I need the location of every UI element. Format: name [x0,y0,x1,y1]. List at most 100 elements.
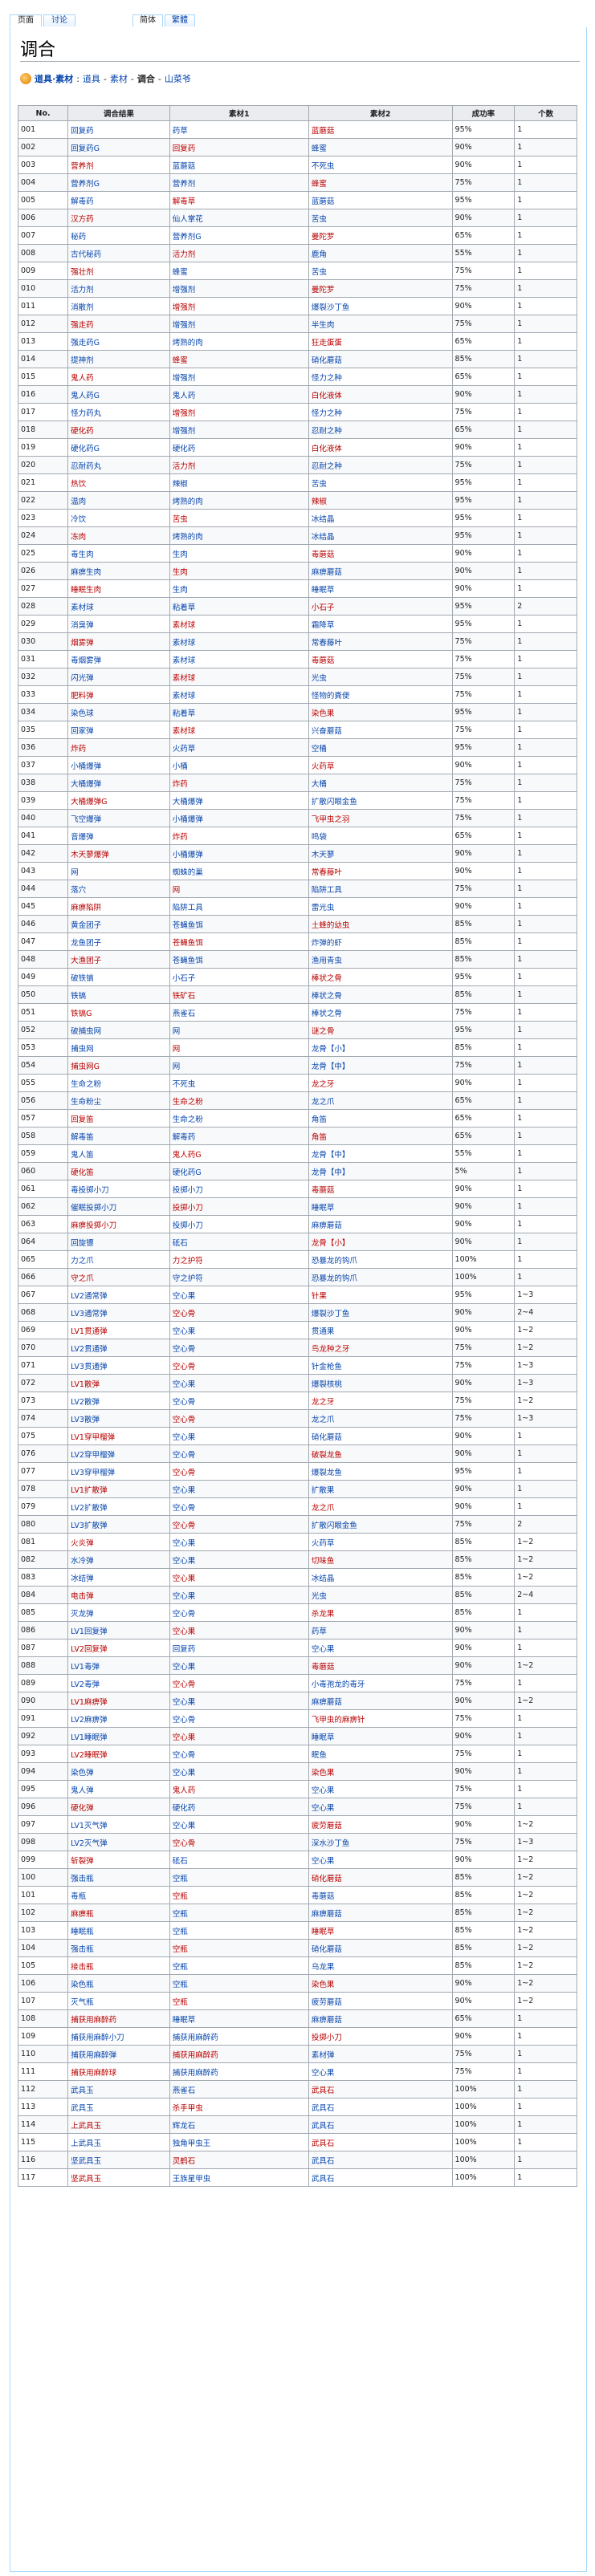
result-link[interactable]: LV2贯通弹 [67,1339,170,1357]
tab-traditional[interactable]: 繁體 [165,14,195,26]
result-link[interactable]: 肥料弹 [67,685,170,704]
result-link[interactable]: 强击瓶 [67,1868,170,1887]
result-link[interactable]: LV1回复弹 [67,1621,170,1639]
material2-link[interactable]: 空心果 [308,1851,453,1869]
material2-link[interactable]: 土蜂的幼虫 [308,915,453,933]
result-link[interactable]: LV2灭气弹 [67,1833,170,1851]
material2-link[interactable]: 针金枪鱼 [308,1356,453,1375]
material1-link[interactable]: 仙人掌花 [169,209,309,227]
material2-link[interactable]: 武具石 [308,2151,453,2169]
material2-link[interactable]: 龙骨【中】 [308,1056,453,1075]
material1-link[interactable]: 回复药 [169,138,309,156]
result-link[interactable]: 催眠投掷小刀 [67,1197,170,1216]
material2-link[interactable]: 疲劳蘑菇 [308,1992,453,2010]
material2-link[interactable]: 蜂蜜 [308,138,453,156]
result-link[interactable]: 麻痹陷阱 [67,897,170,916]
material1-link[interactable]: 砥石 [169,1233,309,1251]
material2-link[interactable]: 半生肉 [308,315,453,333]
result-link[interactable]: LV2穿甲榴弹 [67,1444,170,1463]
result-link[interactable]: 染色弹 [67,1762,170,1781]
material2-link[interactable]: 光虫 [308,668,453,686]
material1-link[interactable]: 力之护符 [169,1250,309,1269]
result-link[interactable]: 鬼人弹 [67,1780,170,1798]
result-link[interactable]: 捕获用麻醉球 [67,2062,170,2081]
material1-link[interactable]: 小桶爆弹 [169,809,309,827]
material2-link[interactable]: 兴奋蘑菇 [308,721,453,739]
material1-link[interactable]: 铁矿石 [169,985,309,1004]
result-link[interactable]: 热饮 [67,473,170,492]
result-link[interactable]: LV3通常弹 [67,1303,170,1322]
material1-link[interactable]: 陷阱工具 [169,897,309,916]
material2-link[interactable]: 硝化蘑菇 [308,1939,453,1957]
material1-link[interactable]: 空心骨 [169,1356,309,1375]
result-link[interactable]: 硬化药G [67,438,170,457]
material1-link[interactable]: 营养剂 [169,173,309,192]
result-link[interactable]: 力之爪 [67,1250,170,1269]
material1-link[interactable]: 空心果 [169,1621,309,1639]
tab-talk[interactable]: 讨论 [43,14,75,26]
result-link[interactable]: 鬼人药 [67,368,170,386]
material1-link[interactable]: 烤熟的肉 [169,332,309,351]
result-link[interactable]: 上武具玉 [67,2115,170,2134]
material1-link[interactable]: 空心果 [169,1762,309,1781]
material2-link[interactable]: 龙骨【小】 [308,1233,453,1251]
material1-link[interactable]: 活力剂 [169,456,309,474]
material2-link[interactable]: 鹿角 [308,244,453,262]
material1-link[interactable]: 空心骨 [169,1603,309,1622]
result-link[interactable]: 接击瓶 [67,1956,170,1975]
material1-link[interactable]: 粘着草 [169,597,309,616]
result-link[interactable]: 营养剂G [67,173,170,192]
material2-link[interactable]: 素材弹 [308,2045,453,2063]
material2-link[interactable]: 大桶 [308,774,453,792]
result-link[interactable]: LV2回复弹 [67,1639,170,1657]
material1-link[interactable]: 蓝蘑菇 [169,156,309,174]
material1-link[interactable]: 空心果 [169,1586,309,1604]
material2-link[interactable]: 睡眠草 [308,1727,453,1745]
material2-link[interactable]: 恐暴龙的钩爪 [308,1268,453,1286]
result-link[interactable]: 黄金团子 [67,915,170,933]
material2-link[interactable]: 麻痹蘑菇 [308,1692,453,1710]
result-link[interactable]: LV3扩散弹 [67,1515,170,1534]
result-link[interactable]: LV2通常弹 [67,1286,170,1304]
material1-link[interactable]: 解毒药 [169,1127,309,1145]
material1-link[interactable]: 网 [169,880,309,898]
material1-link[interactable]: 燕雀石 [169,1003,309,1022]
material1-link[interactable]: 回复药 [169,1639,309,1657]
material2-link[interactable]: 曼陀罗 [308,226,453,245]
result-link[interactable]: 消臭弹 [67,615,170,633]
result-link[interactable]: 捕获用麻醉弹 [67,2045,170,2063]
result-link[interactable]: 水冷弹 [67,1550,170,1569]
material1-link[interactable]: 药草 [169,120,309,139]
material1-link[interactable]: 素材球 [169,721,309,739]
result-link[interactable]: 坚武具玉 [67,2168,170,2187]
result-link[interactable]: 强走药G [67,332,170,351]
material2-link[interactable]: 龙之爪 [308,1497,453,1516]
result-link[interactable]: 回旋镖 [67,1233,170,1251]
result-link[interactable]: LV2散弹 [67,1392,170,1410]
result-link[interactable]: 斩裂弹 [67,1851,170,1869]
material1-link[interactable]: 空心果 [169,1550,309,1569]
material1-link[interactable]: 空心果 [169,1727,309,1745]
material2-link[interactable]: 恐暴龙的钩爪 [308,1250,453,1269]
material1-link[interactable]: 空心果 [169,1374,309,1392]
material2-link[interactable]: 棒状之骨 [308,968,453,986]
result-link[interactable]: 冷饮 [67,509,170,527]
material1-link[interactable]: 小石子 [169,968,309,986]
material2-link[interactable]: 眠鱼 [308,1745,453,1763]
material2-link[interactable]: 不死虫 [308,156,453,174]
result-link[interactable]: 灭龙弹 [67,1603,170,1622]
breadcrumb-link-materials[interactable]: 素材 [109,74,128,84]
material1-link[interactable]: 素材球 [169,668,309,686]
result-link[interactable]: 染色球 [67,703,170,721]
result-link[interactable]: 温肉 [67,491,170,510]
material2-link[interactable]: 麻痹蘑菇 [308,1215,453,1233]
material2-link[interactable]: 渔用青虫 [308,950,453,969]
result-link[interactable]: 强壮剂 [67,262,170,280]
material2-link[interactable]: 角笛 [308,1127,453,1145]
material2-link[interactable]: 疲劳蘑菇 [308,1815,453,1834]
material1-link[interactable]: 睡眠草 [169,2009,309,2028]
result-link[interactable]: 回复药G [67,138,170,156]
material1-link[interactable]: 空心骨 [169,1303,309,1322]
result-link[interactable]: 汉方药 [67,209,170,227]
material2-link[interactable]: 小毒孢龙的毒牙 [308,1674,453,1692]
